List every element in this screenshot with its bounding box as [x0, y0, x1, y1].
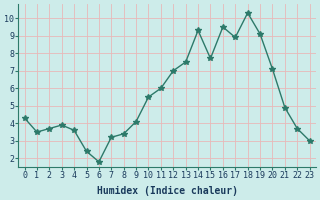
X-axis label: Humidex (Indice chaleur): Humidex (Indice chaleur) [97, 186, 237, 196]
